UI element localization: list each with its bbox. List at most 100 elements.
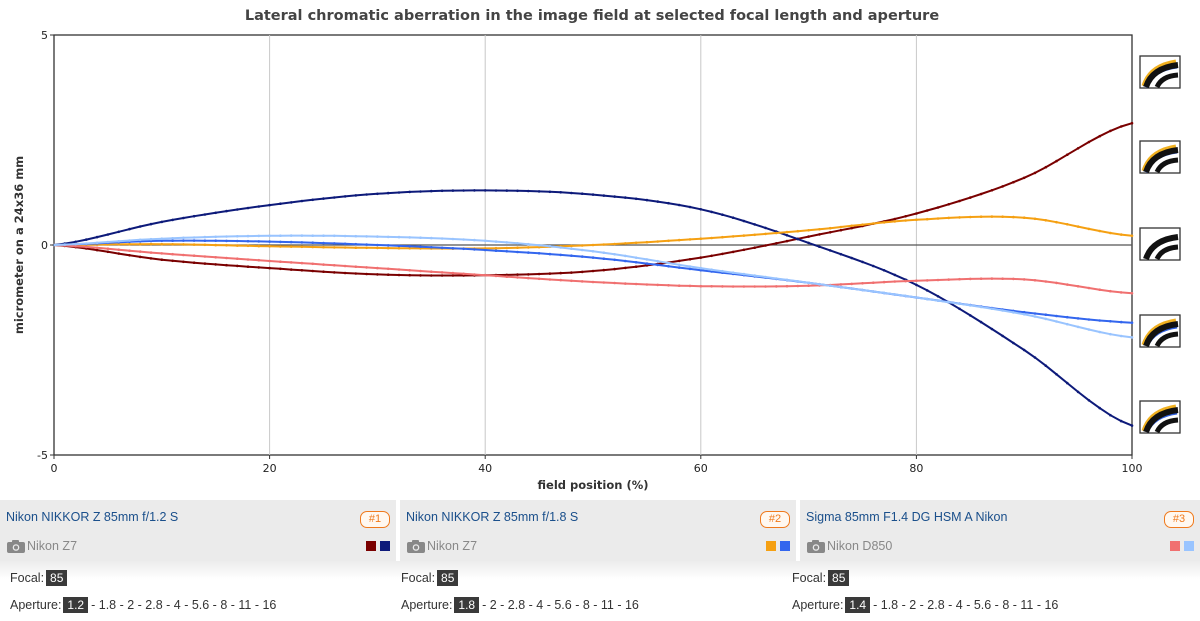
- aperture-options-3[interactable]: - 1.8 - 2 - 2.8 - 4 - 5.6 - 8 - 11 - 16: [873, 598, 1059, 612]
- data-point: [419, 274, 422, 277]
- data-point: [1055, 373, 1058, 376]
- data-point: [915, 279, 918, 283]
- data-point: [1001, 309, 1004, 312]
- data-point: [527, 273, 530, 276]
- data-point: [322, 241, 325, 245]
- data-point: [494, 246, 498, 250]
- data-point: [645, 240, 649, 244]
- data-point: [1130, 336, 1134, 339]
- aperture-options-2[interactable]: - 2 - 2.8 - 4 - 5.6 - 8 - 11 - 16: [482, 598, 639, 612]
- data-point: [1087, 286, 1091, 290]
- aperture-selected-1[interactable]: 1.2: [63, 597, 89, 613]
- data-point: [915, 218, 918, 222]
- data-point: [580, 255, 584, 258]
- focal-setting-3: Focal: 85: [792, 570, 852, 586]
- data-point: [149, 239, 153, 243]
- focal-value-3[interactable]: 85: [828, 570, 850, 586]
- data-point: [289, 240, 293, 244]
- lens-name-3[interactable]: Sigma 85mm F1.4 DG HSM A Nikon: [806, 510, 1008, 524]
- data-point: [1098, 288, 1101, 292]
- data-point: [570, 247, 573, 250]
- data-point: [160, 258, 164, 262]
- focal-label: Focal:: [10, 571, 45, 585]
- lens-name-1[interactable]: Nikon NIKKOR Z 85mm f/1.2 S: [6, 510, 179, 524]
- data-point: [451, 189, 455, 192]
- data-point: [634, 197, 638, 201]
- data-point: [721, 235, 724, 239]
- focal-value-1[interactable]: 85: [46, 570, 68, 586]
- camera-name-1: Nikon Z7: [27, 539, 78, 553]
- data-point: [1022, 278, 1026, 281]
- data-point: [268, 240, 271, 243]
- data-point: [731, 216, 735, 219]
- data-point: [764, 244, 767, 247]
- data-point: [311, 262, 315, 266]
- data-point: [915, 296, 918, 299]
- color-swatch: [1170, 541, 1180, 551]
- data-point: [915, 283, 918, 287]
- data-point: [1012, 277, 1015, 281]
- data-point: [559, 271, 562, 275]
- data-point: [171, 218, 174, 222]
- data-point: [214, 211, 217, 215]
- data-point: [602, 257, 606, 261]
- data-point: [300, 234, 304, 237]
- camera-icon: [407, 540, 425, 553]
- data-point: [1119, 233, 1123, 236]
- data-point: [785, 234, 789, 237]
- data-point: [494, 240, 498, 243]
- data-point: [171, 239, 174, 242]
- data-point: [1109, 413, 1112, 417]
- data-point: [839, 285, 843, 289]
- data-point: [397, 268, 401, 271]
- data-point: [979, 192, 983, 196]
- data-point: [591, 250, 595, 253]
- data-point: [624, 259, 627, 263]
- aperture-selected-3[interactable]: 1.4: [845, 597, 871, 613]
- data-point: [300, 269, 304, 272]
- data-point: [397, 244, 401, 248]
- y-tick-label: -5: [37, 449, 48, 462]
- data-point: [677, 238, 681, 242]
- data-point: [624, 266, 627, 270]
- data-point: [1001, 185, 1004, 188]
- data-point: [354, 234, 358, 238]
- data-point: [742, 285, 746, 288]
- focal-value-2[interactable]: 85: [437, 570, 459, 586]
- focal-setting-1: Focal: 85: [10, 570, 70, 586]
- data-point: [214, 243, 217, 247]
- ca-sample-icon: [1139, 314, 1181, 348]
- lens-badge-3[interactable]: #3: [1164, 511, 1194, 528]
- data-point: [688, 258, 692, 261]
- data-point: [397, 191, 401, 194]
- data-point: [300, 261, 304, 265]
- data-point: [947, 216, 950, 220]
- data-point: [149, 237, 153, 241]
- data-point: [764, 285, 767, 288]
- data-point: [925, 217, 929, 221]
- data-point: [225, 239, 228, 243]
- data-point: [969, 277, 972, 281]
- data-point: [796, 280, 800, 283]
- data-point: [257, 240, 261, 243]
- data-point: [236, 264, 239, 268]
- data-point: [430, 274, 433, 277]
- data-point: [149, 257, 153, 260]
- lens-badge-2[interactable]: #2: [760, 511, 790, 528]
- data-point: [527, 189, 530, 193]
- lens-name-2[interactable]: Nikon NIKKOR Z 85mm f/1.8 S: [406, 510, 579, 524]
- data-point: [117, 252, 120, 255]
- data-point: [1076, 225, 1080, 228]
- data-point: [386, 244, 390, 247]
- data-point: [634, 282, 638, 286]
- aperture-selected-2[interactable]: 1.8: [454, 597, 480, 613]
- data-point: [268, 234, 271, 238]
- x-tick-label: 20: [263, 462, 277, 475]
- lens-badge-1[interactable]: #1: [360, 511, 390, 528]
- aperture-options-1[interactable]: - 1.8 - 2 - 2.8 - 4 - 5.6 - 8 - 11 - 16: [91, 598, 277, 612]
- data-point: [1033, 171, 1037, 175]
- data-point: [268, 259, 271, 263]
- data-point: [376, 266, 379, 270]
- data-point: [548, 252, 552, 256]
- data-point: [1012, 341, 1015, 345]
